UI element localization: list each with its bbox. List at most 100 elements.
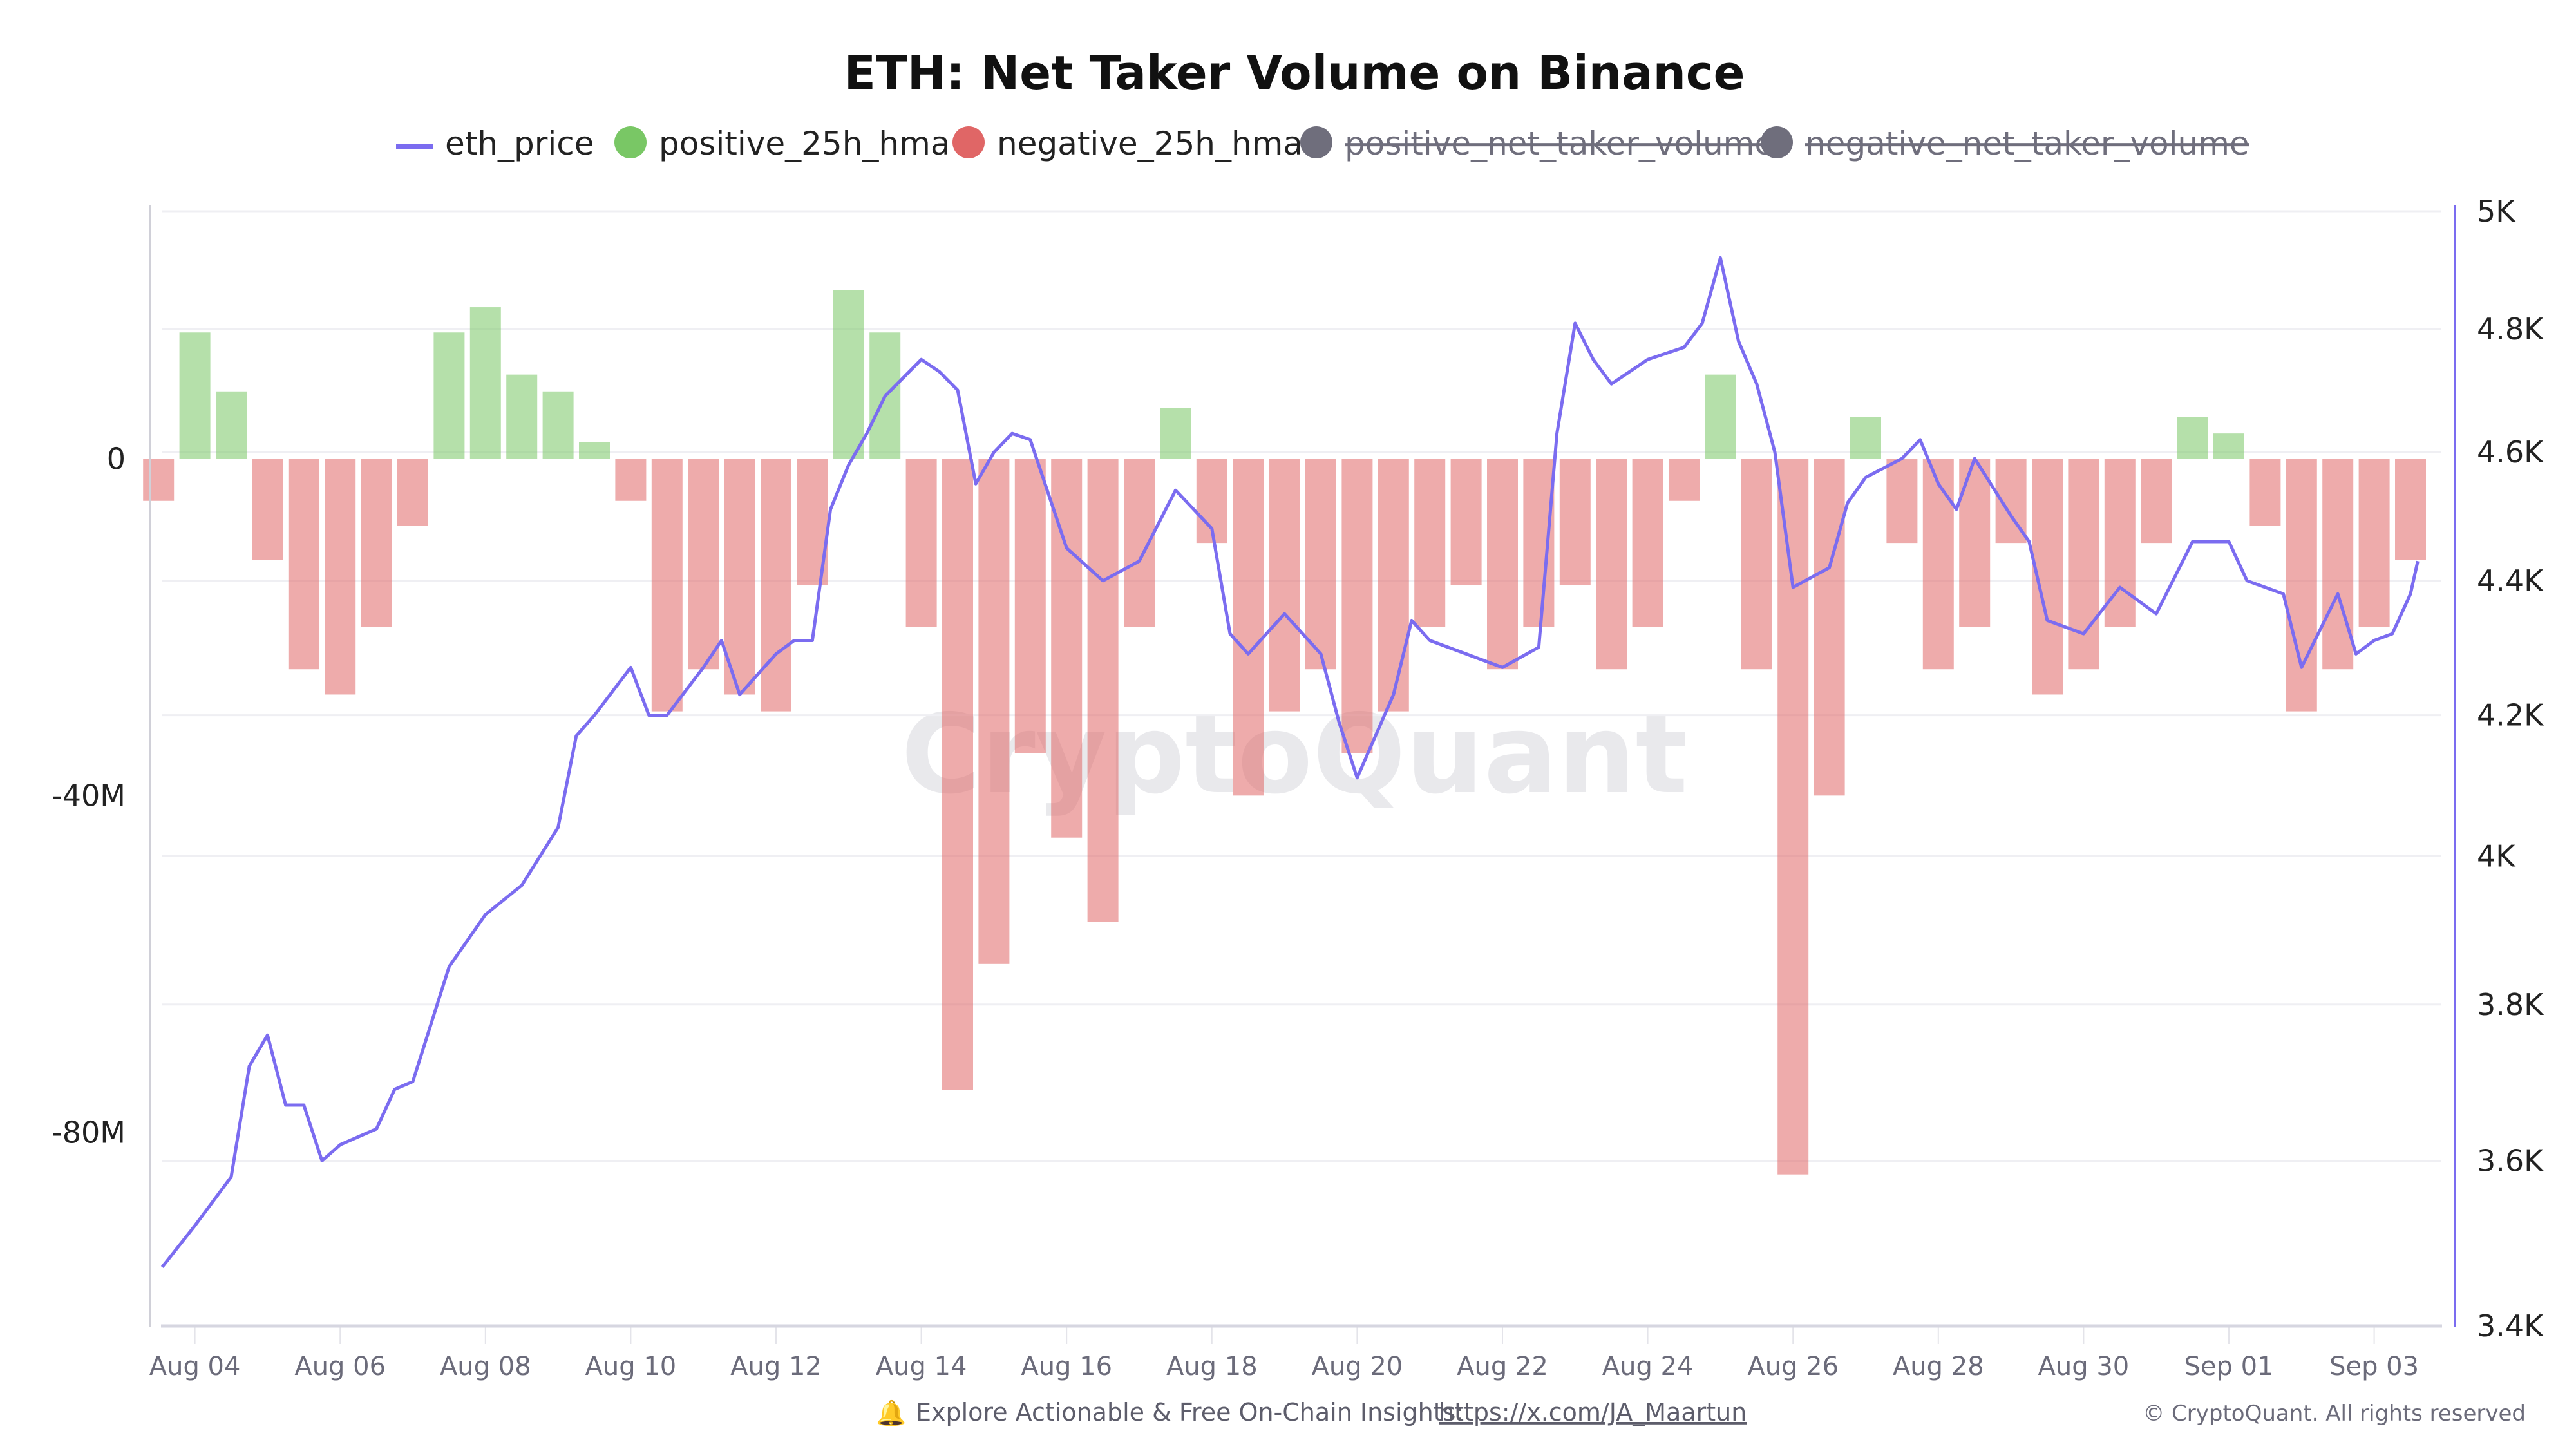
legend-item-positive-net-taker-volume[interactable]: positive_net_taker_volume bbox=[1300, 125, 1774, 162]
positive-bar bbox=[1850, 417, 1881, 459]
negative-bar bbox=[1378, 459, 1409, 712]
negative-bar bbox=[1341, 459, 1373, 753]
x-tick-label: Aug 20 bbox=[1312, 1352, 1403, 1381]
negative-bar bbox=[361, 459, 392, 627]
legend-label: negative_25h_hma bbox=[997, 125, 1303, 162]
negative-bar bbox=[1886, 459, 1918, 544]
legend-label: eth_price bbox=[445, 125, 594, 162]
negative-bar bbox=[2068, 459, 2099, 670]
positive-bar bbox=[506, 374, 538, 459]
legend: eth_price positive_25h_hma negative_25h_hm… bbox=[396, 125, 2249, 162]
x-tick-label: Aug 12 bbox=[730, 1352, 822, 1381]
positive-bar bbox=[216, 391, 247, 459]
legend-item-negative-net-taker-volume[interactable]: negative_net_taker_volume bbox=[1761, 125, 2249, 162]
negative-bar bbox=[1632, 459, 1663, 627]
negative-bar bbox=[615, 459, 647, 501]
negative-bar bbox=[288, 459, 319, 670]
negative-bar bbox=[1777, 459, 1809, 1175]
bell-icon: 🔔 bbox=[876, 1399, 906, 1427]
negative-bar bbox=[905, 459, 937, 627]
negative-bar bbox=[1922, 459, 1954, 670]
negative-bar bbox=[688, 459, 719, 670]
negative-bar bbox=[1414, 459, 1446, 627]
left-tick-label: -40M bbox=[52, 778, 126, 813]
right-tick-label: 3.8K bbox=[2477, 987, 2544, 1022]
footer: 🔔 Explore Actionable & Free On-Chain Ins… bbox=[876, 1398, 2526, 1427]
footer-link[interactable]: https://x.com/JA_Maartun bbox=[1439, 1398, 1747, 1426]
legend-dot-icon bbox=[614, 126, 647, 158]
x-tick-label: Aug 24 bbox=[1602, 1352, 1694, 1381]
x-tick-label: Aug 10 bbox=[585, 1352, 677, 1381]
legend-item-negative-25h-hma[interactable]: negative_25h_hma bbox=[952, 125, 1303, 162]
legend-dot-icon bbox=[952, 126, 985, 158]
legend-label: negative_net_taker_volume bbox=[1805, 125, 2249, 162]
copyright: © CryptoQuant. All rights reserved bbox=[2143, 1401, 2526, 1426]
x-tick-label: Aug 26 bbox=[1747, 1352, 1839, 1381]
legend-line-icon bbox=[396, 144, 433, 149]
x-tick-label: Sep 01 bbox=[2184, 1352, 2273, 1381]
positive-bar bbox=[433, 332, 465, 459]
negative-bar bbox=[325, 459, 356, 695]
legend-item-eth-price[interactable]: eth_price bbox=[396, 125, 594, 162]
left-tick-label: 0 bbox=[107, 441, 126, 476]
negative-bar bbox=[1596, 459, 1627, 670]
positive-bar bbox=[2177, 417, 2208, 459]
negative-bar bbox=[1269, 459, 1300, 712]
x-tick-label: Aug 18 bbox=[1166, 1352, 1258, 1381]
footer-text: Explore Actionable & Free On-Chain Insig… bbox=[916, 1398, 1464, 1426]
positive-bar bbox=[1705, 374, 1736, 459]
negative-bar bbox=[252, 459, 283, 560]
positive-bar bbox=[469, 307, 501, 459]
negative-bar bbox=[724, 459, 755, 695]
legend-label: positive_net_taker_volume bbox=[1345, 125, 1774, 162]
negative-bar bbox=[2286, 459, 2317, 712]
negative-bar bbox=[1450, 459, 1482, 585]
negative-bar bbox=[1669, 459, 1700, 501]
x-tick-label: Sep 03 bbox=[2329, 1352, 2419, 1381]
right-tick-label: 3.4K bbox=[2477, 1309, 2544, 1343]
right-tick-label: 4.6K bbox=[2477, 435, 2544, 469]
x-tick-label: Aug 22 bbox=[1457, 1352, 1548, 1381]
negative-bar bbox=[942, 459, 973, 1090]
eth-price-line bbox=[160, 256, 2420, 1269]
negative-bar bbox=[2358, 459, 2390, 627]
right-tick-label: 4.2K bbox=[2477, 698, 2544, 733]
negative-bar bbox=[1487, 459, 1518, 670]
negative-bar bbox=[1087, 459, 1119, 922]
negative-bar bbox=[397, 459, 428, 526]
positive-bar bbox=[2213, 433, 2244, 459]
right-tick-label: 4.8K bbox=[2477, 312, 2544, 346]
negative-bar bbox=[1233, 459, 1264, 796]
x-tick-label: Aug 14 bbox=[876, 1352, 967, 1381]
negative-bar bbox=[2322, 459, 2354, 670]
x-tick-label: Aug 30 bbox=[2038, 1352, 2130, 1381]
x-tick-label: Aug 16 bbox=[1021, 1352, 1112, 1381]
legend-item-positive-25h-hma[interactable]: positive_25h_hma bbox=[614, 125, 950, 162]
negative-bar bbox=[761, 459, 791, 712]
right-tick-label: 5K bbox=[2477, 194, 2516, 229]
legend-dot-icon bbox=[1300, 126, 1332, 158]
axes: 0 -40M -80M 5K 4.8K 4.6K 4.4K 4.2K 4K 3.8K 3.6K 3.4… bbox=[52, 194, 2544, 1381]
chart-title: ETH: Net Taker Volume on Binance bbox=[844, 46, 1745, 100]
negative-bar bbox=[143, 459, 175, 501]
x-tick-label: Aug 08 bbox=[440, 1352, 531, 1381]
legend-label: positive_25h_hma bbox=[659, 125, 950, 162]
negative-bar bbox=[2141, 459, 2172, 544]
legend-dot-icon bbox=[1761, 126, 1793, 158]
positive-bar bbox=[179, 332, 211, 459]
negative-bar bbox=[1305, 459, 1336, 670]
negative-bar bbox=[2249, 459, 2281, 526]
negative-bar bbox=[1559, 459, 1591, 585]
negative-bar bbox=[651, 459, 683, 712]
negative-bar bbox=[2395, 459, 2426, 560]
x-tick-label: Aug 06 bbox=[294, 1352, 386, 1381]
left-tick-label: -80M bbox=[52, 1115, 126, 1150]
right-tick-label: 4K bbox=[2477, 839, 2516, 874]
negative-bar bbox=[1741, 459, 1772, 670]
negative-bar bbox=[978, 459, 1010, 964]
x-tick-label: Aug 28 bbox=[1893, 1352, 1984, 1381]
positive-bar bbox=[579, 442, 610, 459]
positive-bar bbox=[833, 290, 864, 459]
positive-bar bbox=[542, 391, 574, 459]
